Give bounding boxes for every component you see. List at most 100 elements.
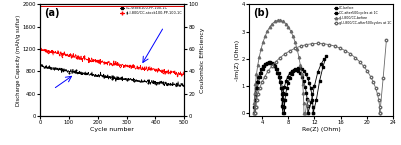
CC-before xyxy=(253,93,258,95)
gl-I-800/CC-after500cycles at 1C xyxy=(327,44,332,46)
gl-I-800/CC-after500cycles at 1C xyxy=(262,76,267,77)
gl-I-800/CC-before xyxy=(298,64,303,66)
gl-I-800/CC-after500cycles at 1C xyxy=(254,100,259,101)
gl-I-800/CC-before xyxy=(296,56,301,58)
gl-I-800/CC-before xyxy=(286,26,291,28)
gl-I-800/CC-after500cycles at 1C xyxy=(377,112,382,114)
gl-I-800/CC-after500cycles at 1C xyxy=(338,47,342,49)
CC-before xyxy=(315,72,320,73)
CC-before xyxy=(254,87,259,89)
Line: gl-I-800/CC-before: gl-I-800/CC-before xyxy=(253,19,309,115)
gl-I-800/CC-before xyxy=(253,83,258,84)
CC-before xyxy=(266,61,271,63)
CC-before xyxy=(276,76,281,78)
CC-before xyxy=(301,80,306,82)
gl-I-800/CC-after500cycles at 1C xyxy=(321,43,326,45)
CC-before xyxy=(304,92,309,93)
gl-I-800/CC-before xyxy=(267,26,272,28)
CC-before xyxy=(277,81,282,83)
Legend: CC-stock100-PP-100-1C, gl-I-800/CC-stock100-PP-100-1C: CC-stock100-PP-100-1C, gl-I-800/CC-stock… xyxy=(120,6,182,16)
Line: CC-before: CC-before xyxy=(253,58,326,115)
CC-before xyxy=(268,62,273,64)
CC-before xyxy=(256,76,261,78)
CC-before xyxy=(300,76,304,78)
gl-I-800/CC-after500cycles at 1C xyxy=(377,106,382,108)
CC-before xyxy=(296,70,300,72)
gl-I-800/CC-after500cycles at 1C xyxy=(375,93,380,95)
gl-I-800/CC-before xyxy=(288,30,293,32)
gl-I-800/CC-after500cycles at 1C xyxy=(253,106,258,108)
gl-I-800/CC-after500cycles at 1C xyxy=(273,61,278,62)
CC-before xyxy=(279,93,284,95)
gl-I-800/CC-before xyxy=(291,35,296,37)
gl-I-800/CC-after500cycles at 1C xyxy=(265,70,270,72)
CC-before xyxy=(318,63,323,65)
CC-after500cycles at 1C xyxy=(320,66,325,68)
CC-before xyxy=(291,69,296,71)
CC-before xyxy=(280,98,285,100)
gl-I-800/CC-after500cycles at 1C xyxy=(304,44,309,46)
gl-I-800/CC-before xyxy=(270,23,275,24)
gl-I-800/CC-after500cycles at 1C xyxy=(377,100,381,101)
gl-I-800/CC-before xyxy=(255,64,260,66)
gl-I-800/CC-before xyxy=(261,41,265,43)
gl-I-800/CC-after500cycles at 1C xyxy=(332,45,337,47)
gl-I-800/CC-before xyxy=(299,73,304,75)
gl-I-800/CC-after500cycles at 1C xyxy=(278,57,283,58)
CC-before xyxy=(294,69,298,71)
CC-before xyxy=(287,72,292,74)
gl-I-800/CC-before xyxy=(293,41,298,43)
gl-I-800/CC-before xyxy=(252,92,257,94)
CC-after500cycles at 1C xyxy=(300,69,304,70)
CC-before xyxy=(252,99,257,101)
CC-before xyxy=(279,87,284,89)
CC-before xyxy=(281,112,286,114)
CC-before xyxy=(306,112,310,114)
gl-I-800/CC-after500cycles at 1C xyxy=(371,81,376,83)
gl-I-800/CC-before xyxy=(301,92,306,94)
gl-I-800/CC-before xyxy=(278,19,283,21)
gl-I-800/CC-after500cycles at 1C xyxy=(288,50,292,52)
CC-after500cycles at 1C xyxy=(324,55,328,57)
CC-before xyxy=(259,68,264,70)
gl-I-800/CC-after500cycles at 1C xyxy=(253,112,258,114)
CC-before xyxy=(305,105,310,107)
CC-before xyxy=(279,105,284,107)
gl-I-800/CC-before xyxy=(275,19,280,21)
gl-I-800/CC-before xyxy=(252,102,257,104)
CC-before xyxy=(252,106,257,107)
CC-before xyxy=(280,99,285,101)
CC-before xyxy=(284,80,288,82)
CC-before xyxy=(309,102,314,103)
gl-I-800/CC-after500cycles at 1C xyxy=(353,57,358,58)
CC-before xyxy=(289,70,294,72)
gl-I-800/CC-after500cycles at 1C xyxy=(283,53,288,55)
gl-I-800/CC-after500cycles at 1C xyxy=(269,65,274,67)
CC-before xyxy=(280,106,285,107)
gl-I-800/CC-before xyxy=(257,56,262,58)
gl-I-800/CC-after500cycles at 1C xyxy=(384,39,389,41)
CC-before xyxy=(305,98,310,100)
gl-I-800/CC-before xyxy=(252,112,257,114)
gl-I-800/CC-before xyxy=(302,102,306,104)
gl-I-800/CC-after500cycles at 1C xyxy=(343,50,348,52)
gl-I-800/CC-after500cycles at 1C xyxy=(368,76,373,77)
gl-I-800/CC-after500cycles at 1C xyxy=(255,93,260,95)
gl-I-800/CC-after500cycles at 1C xyxy=(373,87,378,89)
Text: (a): (a) xyxy=(45,8,60,18)
CC-before xyxy=(273,68,278,70)
CC-after500cycles at 1C xyxy=(265,62,270,64)
gl-I-800/CC-before xyxy=(265,30,270,32)
CC-before xyxy=(282,86,287,87)
gl-I-800/CC-before xyxy=(254,73,259,75)
gl-I-800/CC-after500cycles at 1C xyxy=(315,42,320,44)
gl-I-800/CC-before xyxy=(281,20,286,22)
CC-before xyxy=(270,63,275,65)
Line: CC-after500cycles at 1C: CC-after500cycles at 1C xyxy=(254,55,328,115)
CC-before xyxy=(252,112,257,114)
X-axis label: Re(Z) (Ohm): Re(Z) (Ohm) xyxy=(302,127,340,132)
gl-I-800/CC-before xyxy=(259,48,263,50)
gl-I-800/CC-after500cycles at 1C xyxy=(365,70,370,72)
CC-before xyxy=(281,92,286,93)
CC-before xyxy=(261,65,265,67)
